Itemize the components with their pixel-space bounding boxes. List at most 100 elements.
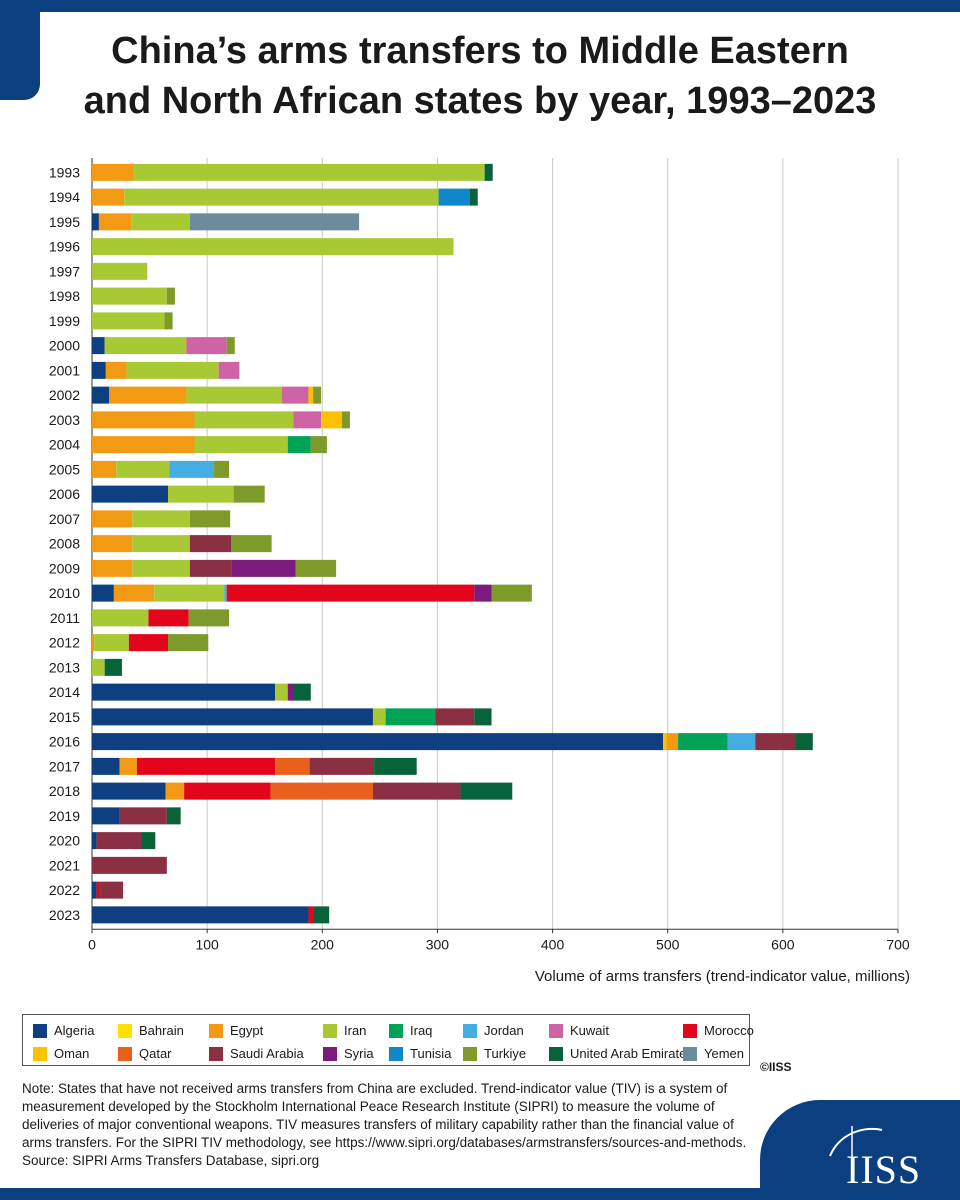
bar-segment-turkiye xyxy=(313,386,322,404)
bar-segment-algeria xyxy=(92,782,166,800)
bar-segment-egypt xyxy=(92,634,95,652)
legend: Algeria Bahrain Egypt Iran Iraq Jordan Kuwait M… xyxy=(22,1014,754,1066)
legend-item-bahrain: Bahrain xyxy=(118,1023,184,1038)
bar-segment-iran xyxy=(92,312,165,330)
bar-segment-jordan xyxy=(727,733,756,751)
legend-item-yemen: Yemen xyxy=(683,1046,744,1061)
bar-segment-egypt xyxy=(92,460,117,478)
legend-label: Iraq xyxy=(410,1023,433,1038)
year-label: 1996 xyxy=(49,239,80,255)
note-line-2: measurement developed by the Stockholm I… xyxy=(22,1099,715,1114)
legend-swatch xyxy=(118,1046,132,1061)
top-band xyxy=(0,0,960,12)
bar-segment-united-arab-emirates xyxy=(166,807,181,825)
legend-swatch xyxy=(549,1046,563,1061)
year-label: 1998 xyxy=(49,288,80,304)
bar-segment-syria xyxy=(287,683,294,701)
bar-segment-qatar xyxy=(275,757,310,775)
bar-segment-egypt xyxy=(109,386,187,404)
bar-segment-iran xyxy=(124,188,439,206)
year-label: 2014 xyxy=(49,684,80,700)
bar-segment-turkiye xyxy=(214,460,230,478)
year-label: 2008 xyxy=(49,536,80,552)
legend-swatch xyxy=(549,1023,563,1038)
legend-swatch xyxy=(323,1046,337,1061)
bar-segment-egypt xyxy=(113,584,155,602)
bar-segment-egypt xyxy=(666,733,679,751)
note-line-3: deliveries of major conventional weapons… xyxy=(22,1117,734,1132)
legend-label: Oman xyxy=(54,1046,90,1061)
x-tick-label: 700 xyxy=(886,936,910,952)
bar-segment-united-arab-emirates xyxy=(460,782,513,800)
legend-swatch xyxy=(209,1023,223,1038)
year-label: 2017 xyxy=(49,758,80,774)
bar-segment-united-arab-emirates xyxy=(293,683,311,701)
year-label: 2015 xyxy=(49,709,80,725)
footnote: Note: States that have not received arms… xyxy=(22,1080,762,1170)
bar-segment-algeria xyxy=(92,733,664,751)
x-tick-label: 600 xyxy=(771,936,795,952)
year-label: 2002 xyxy=(49,387,80,403)
year-label: 2010 xyxy=(49,585,80,601)
year-label: 1995 xyxy=(49,214,80,230)
bar-segment-iran xyxy=(92,609,149,627)
bar-segment-morocco xyxy=(136,757,276,775)
legend-swatch xyxy=(389,1023,403,1038)
bar-segment-saudi-arabia xyxy=(755,733,796,751)
year-label: 2003 xyxy=(49,412,80,428)
bar-segment-united-arab-emirates xyxy=(484,163,493,181)
bar-segment-iran xyxy=(275,683,288,701)
bar-segment-algeria xyxy=(92,708,373,726)
bar-segment-united-arab-emirates xyxy=(141,832,156,850)
legend-label: United Arab Emirates xyxy=(570,1046,693,1061)
bar-segment-turkiye xyxy=(166,287,175,305)
bar-segment-algeria xyxy=(92,386,110,404)
legend-label: Yemen xyxy=(704,1046,744,1061)
bar-segment-tunisia xyxy=(438,188,470,206)
bar-segment-turkiye xyxy=(188,609,230,627)
bar-segment-egypt xyxy=(92,436,195,454)
bar-segment-oman xyxy=(663,733,667,751)
legend-label: Bahrain xyxy=(139,1023,184,1038)
legend-label: Egypt xyxy=(230,1023,264,1038)
x-tick-label: 300 xyxy=(426,936,450,952)
legend-swatch xyxy=(209,1046,223,1061)
title-line-1: China’s arms transfers to Middle Eastern xyxy=(111,30,849,72)
legend-swatch xyxy=(463,1046,477,1061)
x-tick-label: 0 xyxy=(88,936,96,952)
bar-segment-turkiye xyxy=(295,559,337,577)
legend-label: Kuwait xyxy=(570,1023,610,1038)
bar-segment-turkiye xyxy=(226,337,235,355)
legend-item-algeria: Algeria xyxy=(33,1023,94,1038)
bar-segment-iran xyxy=(94,634,129,652)
brand-tab xyxy=(760,1100,960,1200)
bar-segment-iran xyxy=(92,238,454,256)
year-label: 2018 xyxy=(49,783,80,799)
bar-segment-iran xyxy=(92,658,105,676)
year-label: 2005 xyxy=(49,461,80,477)
x-axis-title: Volume of arms transfers (trend-indicato… xyxy=(534,968,910,985)
bar-segment-morocco xyxy=(128,634,168,652)
bar-segment-algeria xyxy=(92,807,120,825)
bar-segment-united-arab-emirates xyxy=(313,906,330,924)
bar-segment-turkiye xyxy=(167,634,209,652)
legend-item-iraq: Iraq xyxy=(389,1023,432,1038)
bar-segment-saudi-arabia xyxy=(309,757,375,775)
bar-segment-egypt xyxy=(92,188,125,206)
bar-segment-iraq xyxy=(287,436,311,454)
bar-segment-turkiye xyxy=(341,411,350,429)
bar-segment-saudi-arabia xyxy=(189,535,232,553)
year-label: 2019 xyxy=(49,808,80,824)
legend-item-saudi-arabia: Saudi Arabia xyxy=(209,1046,304,1061)
bar-segment-egypt xyxy=(119,757,137,775)
bar-segment-algeria xyxy=(92,832,97,850)
bar-segment-oman xyxy=(308,386,314,404)
legend-label: Morocco xyxy=(704,1023,754,1038)
bar-segment-morocco xyxy=(184,782,271,800)
bar-segment-kuwait xyxy=(293,411,322,429)
bar-segment-saudi-arabia xyxy=(189,559,232,577)
year-label: 2004 xyxy=(49,437,80,453)
bar-segment-algeria xyxy=(92,213,99,231)
x-tick-label: 100 xyxy=(195,936,219,952)
bar-segment-algeria xyxy=(92,337,105,355)
